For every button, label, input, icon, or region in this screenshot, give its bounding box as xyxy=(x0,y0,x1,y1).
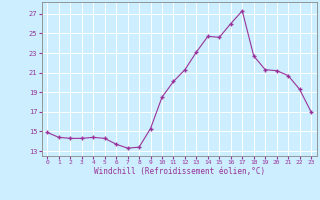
X-axis label: Windchill (Refroidissement éolien,°C): Windchill (Refroidissement éolien,°C) xyxy=(94,167,265,176)
